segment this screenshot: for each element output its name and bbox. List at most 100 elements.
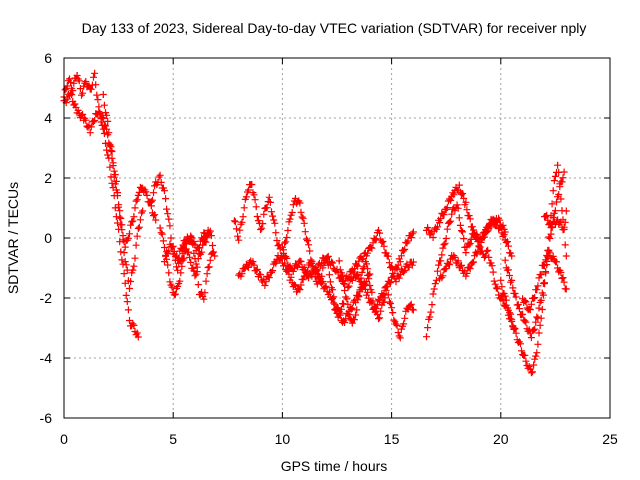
data-point <box>141 210 144 212</box>
data-point <box>196 249 199 251</box>
data-point <box>89 129 92 131</box>
data-point <box>207 267 209 269</box>
data-point <box>242 213 244 215</box>
data-point <box>128 231 131 233</box>
data-point <box>530 372 533 374</box>
data-point <box>563 228 565 230</box>
data-point <box>296 291 299 293</box>
data-point <box>392 273 395 275</box>
data-point <box>259 231 262 233</box>
data-point <box>163 192 166 194</box>
data-point <box>150 201 153 203</box>
data-point <box>154 219 157 221</box>
data-point <box>425 333 428 335</box>
data-point <box>76 72 78 74</box>
series-track <box>278 226 417 288</box>
data-point <box>69 93 72 95</box>
data-point <box>561 276 563 278</box>
data-point <box>85 81 87 83</box>
data-point <box>469 240 472 242</box>
data-point <box>486 252 489 254</box>
data-points <box>60 69 570 377</box>
data-point <box>329 294 332 296</box>
data-point <box>272 219 275 221</box>
data-point <box>524 321 526 323</box>
series-track <box>344 228 417 313</box>
series-track <box>501 168 568 342</box>
data-point <box>181 255 183 257</box>
data-point <box>303 225 306 227</box>
y-tick-label: 4 <box>44 110 52 126</box>
data-point <box>198 291 201 293</box>
data-point <box>513 327 515 329</box>
data-point <box>504 231 506 233</box>
data-point <box>303 276 306 278</box>
series-track <box>335 257 417 342</box>
data-point <box>198 255 201 257</box>
data-point <box>176 258 179 260</box>
data-point <box>377 231 380 233</box>
data-point <box>202 243 205 245</box>
data-point <box>537 315 539 317</box>
data-point <box>438 219 441 221</box>
data-point <box>360 258 362 260</box>
data-point <box>534 357 537 359</box>
series-markers <box>335 257 417 342</box>
data-point <box>556 195 559 197</box>
data-point <box>368 249 371 251</box>
data-point <box>406 240 408 242</box>
data-point <box>115 213 118 215</box>
data-point <box>316 267 319 269</box>
data-point <box>360 279 362 281</box>
data-point <box>325 255 327 257</box>
data-point <box>89 90 92 92</box>
y-tick-label: -4 <box>40 350 53 366</box>
y-tick-label: 6 <box>44 50 52 66</box>
data-point <box>277 243 279 245</box>
data-point <box>209 231 212 233</box>
data-point <box>550 231 552 233</box>
data-point <box>445 207 448 209</box>
data-point <box>172 252 174 254</box>
data-point <box>550 225 552 227</box>
data-point <box>366 294 369 296</box>
data-point <box>264 282 266 284</box>
x-tick-label: 10 <box>275 431 291 447</box>
data-point <box>168 273 170 275</box>
data-point <box>443 246 445 248</box>
data-point <box>323 285 325 287</box>
data-point <box>124 258 126 260</box>
data-point <box>80 93 83 95</box>
series-markers <box>235 252 374 326</box>
data-point <box>338 261 340 263</box>
data-point <box>281 249 284 251</box>
data-point <box>541 267 544 269</box>
series-track <box>519 247 570 314</box>
data-point <box>395 324 397 326</box>
data-point <box>124 282 126 284</box>
data-point <box>543 279 546 281</box>
data-point <box>183 240 185 242</box>
data-point <box>150 207 153 209</box>
data-point <box>270 270 273 272</box>
data-point <box>526 363 528 365</box>
x-axis-label: GPS time / hours <box>281 458 388 474</box>
data-point <box>471 261 474 263</box>
data-point <box>67 78 70 80</box>
data-point <box>146 195 148 197</box>
data-point <box>342 303 345 305</box>
data-point <box>264 210 266 212</box>
data-point <box>128 321 131 323</box>
y-tick-label: -2 <box>40 290 53 306</box>
data-point <box>189 237 192 239</box>
data-point <box>460 228 463 230</box>
data-point <box>399 336 402 338</box>
data-point <box>430 309 432 311</box>
data-point <box>561 207 563 209</box>
data-point <box>128 285 131 287</box>
y-axis-label: SDTVAR / TECUs <box>5 182 21 294</box>
data-point <box>159 225 161 227</box>
data-point <box>478 246 480 248</box>
data-point <box>181 267 183 269</box>
data-point <box>133 327 135 329</box>
